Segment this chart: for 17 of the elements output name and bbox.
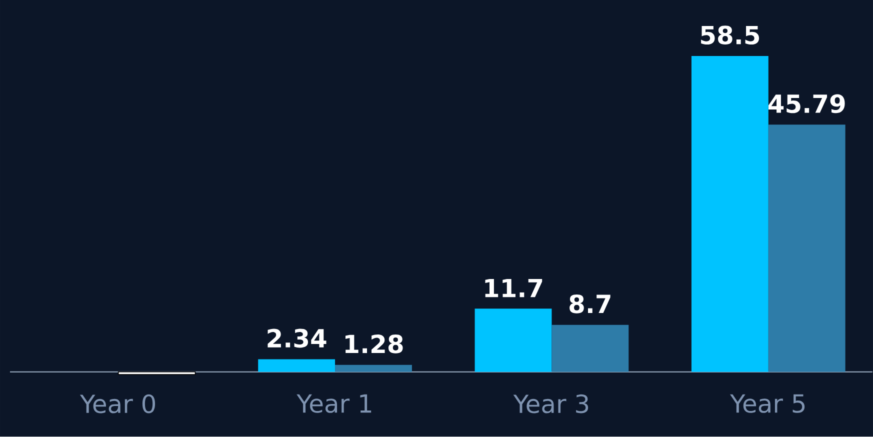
bar — [335, 365, 412, 372]
bar — [258, 359, 336, 372]
x-tick-label: Year 1 — [296, 394, 372, 414]
bar — [474, 308, 552, 372]
bar — [768, 124, 846, 372]
data-label: 1.28 — [345, 334, 403, 354]
bar — [118, 372, 196, 376]
bar — [552, 324, 629, 372]
bar — [691, 56, 768, 372]
data-label: 8.7 — [570, 294, 610, 314]
data-label: 11.7 — [485, 279, 542, 298]
data-label: 45.79 — [768, 94, 845, 114]
x-tick-label: Year 5 — [730, 394, 805, 414]
x-tick-label: Year 0 — [80, 394, 156, 414]
x-tick-label: Year 3 — [513, 394, 588, 414]
data-label: 2.34 — [268, 328, 326, 348]
data-label: 58.5 — [701, 26, 760, 45]
